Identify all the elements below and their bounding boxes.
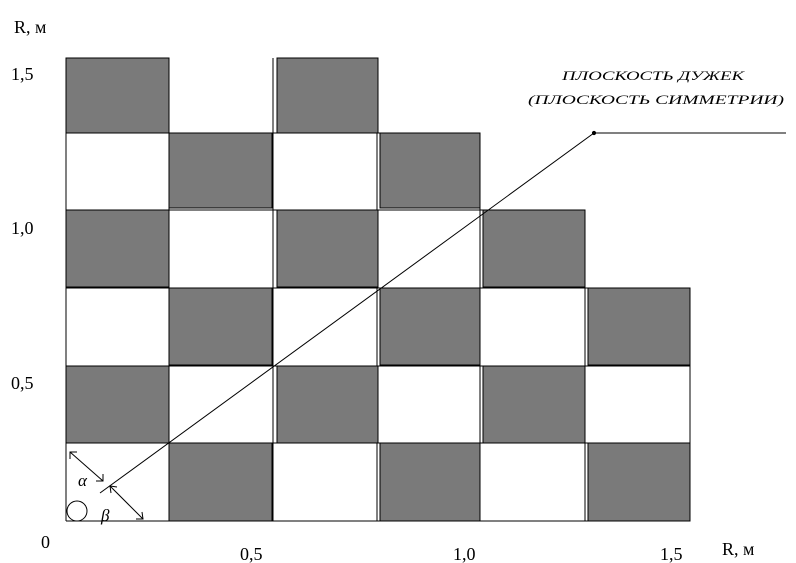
alpha-symbol: α <box>78 471 88 490</box>
plane-annotation-line1: ПЛОСКОСТЬ ДУЖЕК <box>561 68 746 83</box>
x-tick-label: 1,5 <box>660 544 683 563</box>
cell <box>379 442 481 522</box>
cell <box>482 365 586 444</box>
origin-label: 0 <box>41 532 50 552</box>
y-tick-label: 0,5 <box>11 373 34 393</box>
angle-arrows <box>69 451 144 520</box>
y-axis-label: R, м <box>14 17 46 37</box>
cell <box>587 442 691 522</box>
cell <box>65 57 170 134</box>
symmetry-plane-line <box>99 130 786 494</box>
cell <box>587 287 691 366</box>
cell <box>276 209 379 288</box>
cell <box>276 57 379 134</box>
y-tick-label: 1,5 <box>11 64 34 84</box>
cell <box>379 132 481 209</box>
cell <box>168 132 273 209</box>
cell <box>168 442 273 522</box>
cell <box>65 365 170 444</box>
x-tick-label: 0,5 <box>240 544 263 563</box>
plane-annotation-line2: (ПЛОСКОСТЬ СИММЕТРИИ) <box>528 92 784 107</box>
source-circle-icon <box>66 500 88 522</box>
x-tick-label: 1,0 <box>453 544 476 563</box>
y-tick-label: 1,0 <box>11 218 34 238</box>
cell <box>379 287 481 366</box>
cell <box>65 209 170 288</box>
cell <box>168 287 273 366</box>
checker-cells <box>65 57 691 522</box>
x-axis-label: R, м <box>722 539 754 559</box>
cell <box>276 365 379 444</box>
cell <box>482 209 586 288</box>
beta-symbol: β <box>100 506 110 525</box>
